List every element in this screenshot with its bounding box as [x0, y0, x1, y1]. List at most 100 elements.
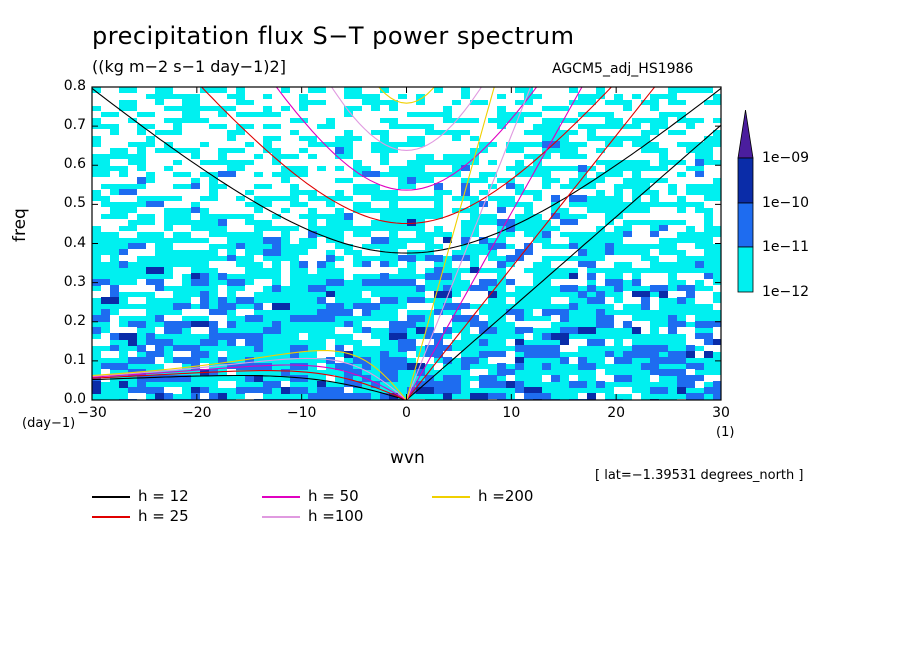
field-cell [695, 177, 713, 184]
field-cell [560, 99, 569, 106]
field-cell [686, 315, 695, 322]
field-cell [308, 93, 317, 100]
field-cell [443, 357, 452, 364]
field-cell [416, 183, 425, 190]
field-cell [398, 261, 407, 268]
field-cell [470, 237, 479, 244]
field-cell [704, 375, 721, 382]
field-cell [425, 201, 434, 208]
field-cell [614, 387, 632, 394]
field-cell [362, 357, 371, 364]
field-cell [407, 243, 425, 250]
field-cell [506, 159, 515, 166]
field-cell [380, 105, 389, 112]
field-cell [443, 177, 461, 184]
field-cell [506, 183, 515, 190]
field-cell [614, 105, 623, 112]
field-cell [434, 249, 452, 256]
field-cell [632, 297, 641, 304]
field-cell [254, 141, 263, 148]
field-cell [542, 87, 560, 94]
field-cell [695, 261, 704, 268]
field-cell [470, 369, 488, 376]
field-cell [434, 267, 443, 274]
field-cell [137, 381, 146, 388]
field-cell [569, 375, 578, 382]
field-cell [290, 147, 299, 154]
field-cell [623, 87, 641, 94]
field-cell [371, 201, 389, 208]
field-cell [587, 159, 596, 166]
field-cell [560, 123, 578, 130]
field-cell [263, 327, 272, 334]
field-cell [146, 345, 155, 352]
field-cell [704, 345, 721, 352]
field-cell [389, 111, 407, 118]
field-cell [713, 285, 721, 292]
field-cell [515, 381, 524, 388]
curve-inertia-gravity-h100 [330, 87, 483, 151]
curve-inertia-gravity-h50 [275, 87, 538, 191]
field-cell [497, 213, 506, 220]
field-cell [353, 213, 371, 220]
field-cell [650, 297, 659, 304]
field-cell [650, 303, 659, 310]
field-cell [677, 153, 695, 160]
field-cell [515, 345, 533, 352]
field-cell [353, 195, 362, 202]
field-cell [434, 141, 452, 148]
field-cell [416, 285, 425, 292]
field-cell [137, 93, 146, 100]
field-cell [488, 93, 497, 100]
field-cell [317, 129, 335, 136]
field-cell [245, 225, 254, 232]
field-cell [200, 147, 218, 154]
field-cell [218, 195, 236, 202]
curve-kelvin-h50 [406, 87, 583, 400]
field-cell [623, 189, 632, 196]
curve-inertia-gravity-h12 [92, 87, 721, 254]
field-cell [155, 177, 173, 184]
field-cell [218, 303, 236, 310]
field-cell [443, 285, 452, 292]
y-tick-label: 0.0 [63, 391, 86, 407]
x-tick-label: −20 [182, 405, 212, 421]
field-cell [623, 195, 632, 202]
field-cell [281, 273, 290, 280]
field-cell [344, 345, 353, 352]
field-cell [308, 261, 317, 268]
x-tick-label: 30 [712, 405, 730, 421]
field-cell [479, 351, 488, 358]
field-cell [632, 105, 650, 112]
field-cell [434, 99, 443, 106]
field-cell [173, 243, 191, 250]
field-cell [146, 351, 164, 358]
field-cell [227, 267, 245, 274]
field-cell [650, 279, 668, 286]
field-cell [398, 309, 407, 316]
field-cell [308, 165, 317, 172]
field-cell [650, 207, 659, 214]
field-cell [713, 153, 721, 160]
field-cell [335, 123, 344, 130]
field-cell [524, 273, 533, 280]
field-cell [659, 99, 668, 106]
field-cell [263, 159, 272, 166]
field-cell [299, 111, 308, 118]
field-cell [200, 339, 209, 346]
field-cell [110, 225, 119, 232]
field-cell [101, 369, 110, 376]
field-cell [425, 141, 434, 148]
field-cell [326, 279, 344, 286]
field-cell [515, 153, 524, 160]
field-cell [569, 339, 578, 346]
field-cell [434, 363, 443, 370]
field-cell [155, 291, 173, 298]
field-cell [209, 141, 227, 148]
field-cell [191, 297, 200, 304]
chart-title: precipitation flux S−T power spectrum [92, 22, 575, 50]
field-cell [407, 219, 416, 226]
field-cell [389, 159, 398, 166]
field-cell [344, 321, 353, 328]
